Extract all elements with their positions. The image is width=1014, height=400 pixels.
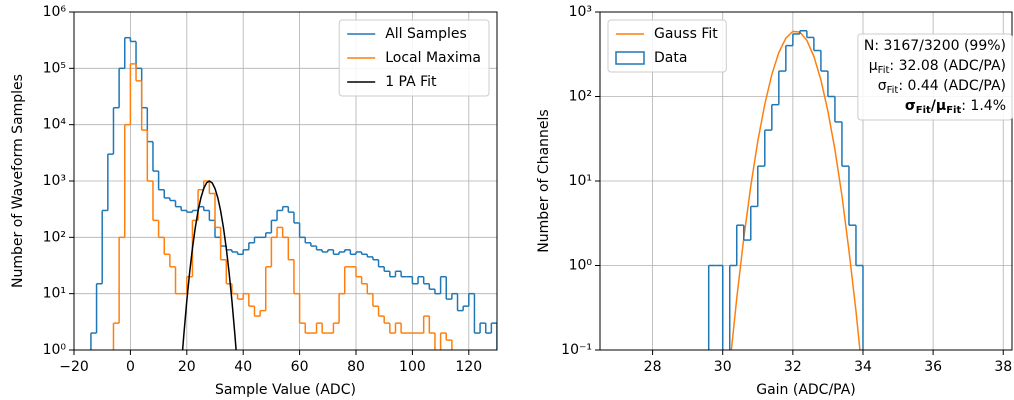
- legend-item: Gauss Fit: [616, 26, 718, 42]
- x-tick-label: 100: [399, 359, 426, 375]
- y-tick-label: 10⁶: [43, 4, 67, 20]
- fit-line: [181, 180, 237, 350]
- x-tick-label: 80: [347, 359, 365, 375]
- annotation-part: : 0.44 (ADC/PA): [898, 78, 1006, 94]
- y-tick-label: 10¹: [43, 286, 66, 302]
- x-tick-label: 20: [178, 359, 196, 375]
- x-tick-label: 34: [854, 359, 872, 375]
- annotation-part: Fit: [887, 85, 899, 96]
- y-tick-label: 10⁰: [43, 342, 67, 358]
- x-tick-label: 32: [784, 359, 802, 375]
- annotation-text: σFit: 0.44 (ADC/PA): [878, 78, 1006, 96]
- legend-label: Gauss Fit: [654, 26, 718, 42]
- x-tick-label: 0: [126, 359, 135, 375]
- annotation-part: : 1.4%: [961, 98, 1006, 114]
- legend-box: [607, 19, 727, 73]
- axes-frame: [599, 11, 1013, 351]
- legend-item: All Samples: [347, 26, 467, 42]
- axes-frame: [73, 11, 498, 351]
- y-tick-label: 10⁵: [43, 60, 66, 76]
- y-tick-label: 10⁻¹: [561, 342, 592, 358]
- plot-area: [90, 36, 497, 350]
- annotation-text: N: 3167/3200 (99%): [864, 38, 1006, 54]
- x-tick-label: 38: [994, 359, 1012, 375]
- y-tick-label: 10¹: [569, 173, 592, 189]
- annotation-part: Fit: [878, 65, 890, 76]
- annotation-part: σ: [878, 78, 887, 94]
- x-tick-label: 120: [455, 359, 482, 375]
- x-tick-label: −20: [59, 359, 89, 375]
- legend: All Samples Local Maxima 1 PA Fit: [338, 19, 490, 97]
- y-tick-label: 10³: [569, 4, 592, 20]
- annotation: N: 3167/3200 (99%)μFit: 32.08 (ADC/PA)σF…: [857, 33, 1013, 121]
- fit-line: [730, 30, 861, 350]
- annotation-text: μFit: 32.08 (ADC/PA): [869, 58, 1006, 76]
- x-tick-label: 36: [924, 359, 942, 375]
- y-tick-label: 10⁴: [43, 117, 67, 133]
- x-tick-label: 60: [291, 359, 309, 375]
- y-axis-label: Number of Channels: [536, 109, 552, 252]
- annotation-part: μ: [869, 58, 878, 74]
- plot-area: [707, 29, 864, 350]
- annotation-part: N: 3167/3200 (99%): [864, 38, 1006, 54]
- annotation-part: : 32.08 (ADC/PA): [889, 58, 1006, 74]
- legend-item: Local Maxima: [347, 50, 481, 66]
- legend-patch: [615, 51, 645, 65]
- annotation-text: σFit/μFit: 1.4%: [905, 98, 1006, 116]
- legend-box: [338, 19, 490, 97]
- legend-label: Local Maxima: [385, 50, 481, 66]
- annotation-part: Fit: [946, 105, 961, 116]
- legend-label: All Samples: [385, 26, 467, 42]
- y-tick-label: 10²: [43, 229, 66, 245]
- annotation-part: Fit: [916, 105, 931, 116]
- x-tick-label: 28: [644, 359, 662, 375]
- subplot: −20 0 20 40 60 80 100 120 10⁰ 10¹ 10² 10³ 10⁴ 10⁵ 10⁶ S…: [10, 4, 498, 398]
- x-axis-label: Gain (ADC/PA): [756, 382, 856, 398]
- y-axis-label: Number of Waveform Samples: [10, 74, 26, 288]
- x-tick-label: 30: [714, 359, 732, 375]
- legend: Gauss Fit Data: [607, 19, 727, 73]
- legend-item: 1 PA Fit: [347, 74, 437, 90]
- x-axis-label: Sample Value (ADC): [215, 382, 356, 398]
- y-tick-label: 10⁰: [569, 258, 593, 274]
- legend-item: Data: [615, 50, 687, 66]
- legend-label: Data: [654, 50, 687, 66]
- y-tick-label: 10³: [43, 173, 66, 189]
- annotation-box: [857, 33, 1013, 121]
- annotation-part: σ: [905, 98, 916, 114]
- subplot: 28 30 32 34 36 38 10⁻¹ 10⁰ 10¹ 10² 10³ Gain (ADC/PA…: [536, 4, 1013, 398]
- legend-label: 1 PA Fit: [385, 74, 437, 90]
- y-tick-label: 10²: [569, 89, 592, 105]
- annotation-part: /μ: [931, 98, 946, 114]
- x-tick-label: 40: [234, 359, 252, 375]
